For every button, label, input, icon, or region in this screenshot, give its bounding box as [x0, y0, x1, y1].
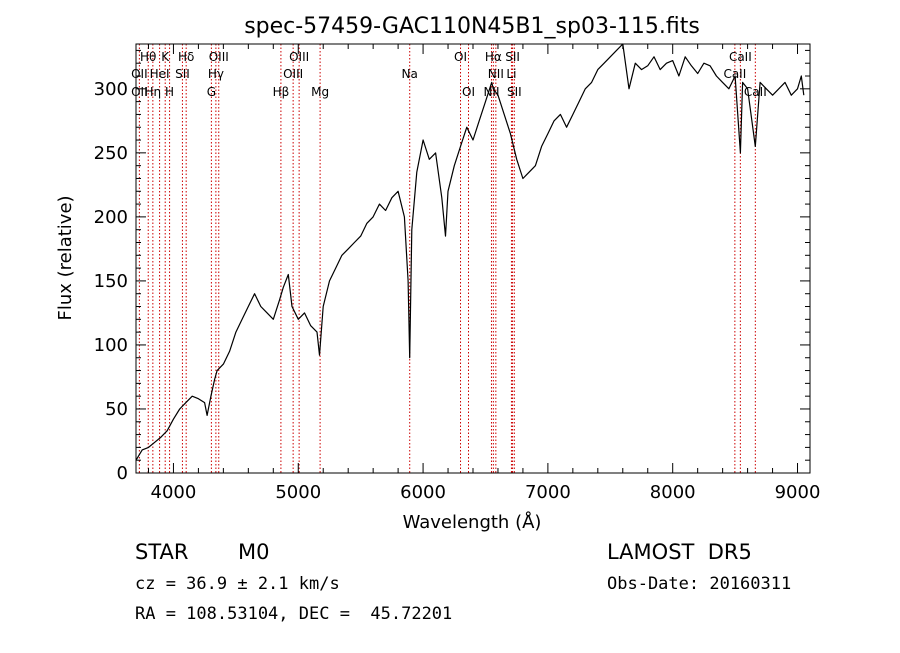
- line-id-label: SII: [505, 50, 520, 64]
- line-marker-group: [138, 44, 756, 473]
- line-id-label: Hδ: [178, 50, 194, 64]
- line-id-label: Hθ: [140, 50, 156, 64]
- line-id-label: Na: [402, 67, 418, 81]
- line-id-label: G: [207, 85, 216, 99]
- line-id-label: HeI: [150, 67, 170, 81]
- y-tick-label: 0: [117, 463, 128, 484]
- line-id-label: SII: [175, 67, 190, 81]
- line-id-label: Hγ: [208, 67, 224, 81]
- spectrum-line: [135, 43, 805, 461]
- line-id-label: Hα: [485, 50, 502, 64]
- line-id-label: NII: [488, 67, 504, 81]
- x-axis: 4000 5000 6000 7000 8000 9000: [147, 44, 821, 503]
- chart-title: spec-57459-GAC110N45B1_sp03-115.fits: [244, 14, 700, 39]
- x-tick-label: 8000: [650, 482, 696, 503]
- y-tick-label: 200: [94, 207, 128, 228]
- line-id-label: CaII: [729, 50, 752, 64]
- line-id-label: CaII: [744, 85, 767, 99]
- plot-frame: [135, 43, 811, 474]
- x-tick-label: 6000: [400, 482, 446, 503]
- line-id-label: NII: [483, 85, 499, 99]
- line-id-label: OIII: [289, 50, 309, 64]
- line-id-label: H: [165, 85, 174, 99]
- x-tick-label: 7000: [525, 482, 571, 503]
- line-id-label: OI: [462, 85, 475, 99]
- object-subclass: M0: [238, 540, 270, 564]
- line-id-label: OIII: [283, 67, 303, 81]
- line-id-label: Hη: [145, 85, 162, 99]
- line-id-label: SII: [507, 85, 522, 99]
- line-id-label: OIII: [209, 50, 229, 64]
- line-id-label: K: [161, 50, 170, 64]
- coordinates: RA = 108.53104, DEC = 45.72201: [135, 604, 453, 624]
- x-tick-label: 9000: [775, 482, 821, 503]
- y-tick-label: 150: [94, 271, 128, 292]
- line-id-label: Hβ: [273, 85, 290, 99]
- line-id-label: Li: [506, 67, 516, 81]
- y-tick-label: 50: [105, 399, 128, 420]
- line-id-label: OII: [131, 67, 148, 81]
- obs-date: Obs-Date: 20160311: [607, 574, 792, 594]
- y-tick-label: 250: [94, 143, 128, 164]
- line-id-label: Mg: [311, 85, 329, 99]
- line-id-label: CaII: [723, 67, 746, 81]
- survey-label: LAMOST DR5: [607, 540, 752, 564]
- cz-value: cz = 36.9 ± 2.1 km/s: [135, 574, 340, 594]
- line-id-label: OI: [454, 50, 467, 64]
- y-tick-label: 300: [94, 79, 128, 100]
- y-axis: 0 50 100 150 200 250 300: [94, 49, 810, 484]
- object-class: STAR: [135, 540, 189, 564]
- y-axis-label: Flux (relative): [55, 195, 76, 320]
- x-axis-label: Wavelength (Å): [403, 511, 542, 533]
- x-tick-label: 5000: [275, 482, 321, 503]
- y-tick-label: 100: [94, 335, 128, 356]
- x-tick-label: 4000: [151, 482, 197, 503]
